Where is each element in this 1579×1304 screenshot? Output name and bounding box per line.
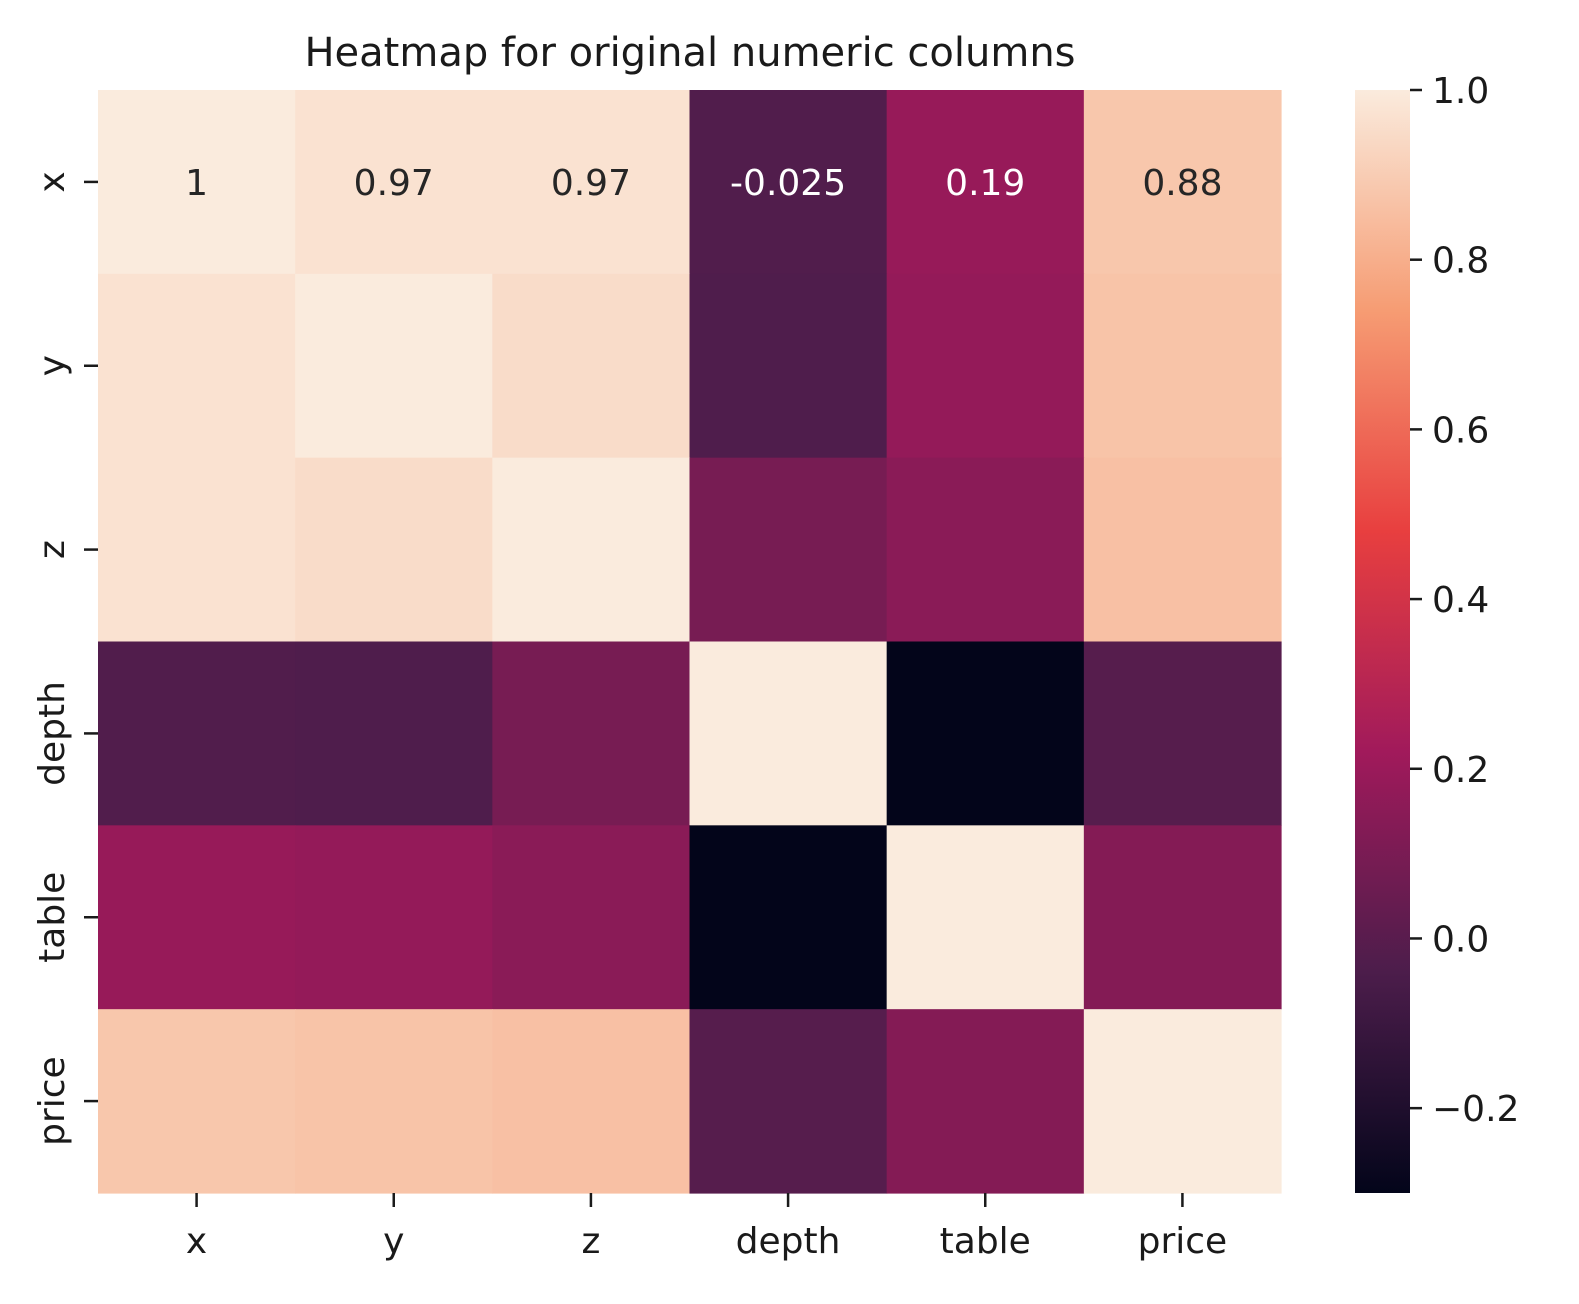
heatmap-cell xyxy=(1083,1009,1282,1194)
heatmap-cell xyxy=(689,641,888,826)
heatmap-cell xyxy=(689,825,888,1010)
heatmap-cell xyxy=(492,1009,691,1194)
heatmap-cell xyxy=(886,90,1085,275)
cell-annotation: 0.97 xyxy=(354,163,434,204)
heatmap-cell xyxy=(1083,641,1282,826)
y-tick-label: depth xyxy=(32,681,73,786)
cell-annotation: 1 xyxy=(185,163,208,204)
heatmap-cells xyxy=(98,90,1282,1194)
heatmap-cell xyxy=(689,1009,888,1194)
x-tick-label: y xyxy=(383,1221,404,1262)
y-tick-label: price xyxy=(32,1056,73,1146)
heatmap-cell xyxy=(689,90,888,275)
heatmap-cell xyxy=(98,825,296,1010)
heatmap-cell xyxy=(689,457,888,643)
x-tick-label: x xyxy=(186,1221,207,1262)
heatmap-cell xyxy=(295,1009,493,1194)
colorbar-tick-label: 1.0 xyxy=(1432,71,1489,112)
colorbar: 1.0 0.8 0.6 0.4 0.2 0.0 −0.2 xyxy=(1355,71,1519,1193)
heatmap-cell xyxy=(1083,90,1282,275)
heatmap-cell xyxy=(295,90,493,275)
heatmap-cell xyxy=(492,90,691,275)
colorbar-tick-label: −0.2 xyxy=(1432,1089,1519,1130)
heatmap-cell xyxy=(98,273,296,459)
cell-annotations: 1 0.97 0.97 -0.025 0.19 0.88 xyxy=(185,163,1222,204)
heatmap-cell xyxy=(295,641,493,826)
y-tick-label: x xyxy=(32,171,73,192)
y-axis: x y z depth table price xyxy=(32,171,98,1146)
heatmap-cell xyxy=(98,641,296,826)
heatmap-cell xyxy=(295,457,493,643)
cell-annotation: -0.025 xyxy=(730,163,846,204)
chart-title: Heatmap for original numeric columns xyxy=(304,30,1075,76)
heatmap-cell xyxy=(689,273,888,459)
cell-annotation: 0.97 xyxy=(551,163,631,204)
x-tick-label: z xyxy=(581,1221,600,1262)
heatmap-cell xyxy=(886,825,1085,1010)
colorbar-tick-label: 0.2 xyxy=(1432,750,1489,791)
colorbar-tick-label: 0.4 xyxy=(1432,580,1489,621)
heatmap-cell xyxy=(492,825,691,1010)
cell-annotation: 0.19 xyxy=(945,163,1025,204)
colorbar-gradient xyxy=(1355,90,1410,1193)
heatmap-cell xyxy=(886,641,1085,826)
heatmap-cell xyxy=(295,825,493,1010)
x-axis: x y z depth table price xyxy=(186,1193,1227,1262)
heatmap-cell xyxy=(1083,457,1282,643)
x-tick-label: table xyxy=(940,1221,1031,1262)
colorbar-tick-label: 0.0 xyxy=(1432,919,1489,960)
heatmap-cell xyxy=(98,1009,296,1194)
heatmap-cell xyxy=(492,273,691,459)
heatmap-cell xyxy=(492,457,691,643)
cell-annotation: 0.88 xyxy=(1142,163,1222,204)
x-tick-label: price xyxy=(1138,1221,1228,1262)
heatmap-cell xyxy=(886,457,1085,643)
x-tick-label: depth xyxy=(736,1221,841,1262)
heatmap-cell xyxy=(886,273,1085,459)
heatmap-cell xyxy=(1083,825,1282,1010)
heatmap-cell xyxy=(492,641,691,826)
colorbar-tick-label: 0.6 xyxy=(1432,410,1489,451)
heatmap-cell xyxy=(1083,273,1282,459)
heatmap-cell xyxy=(98,90,296,275)
heatmap-cell xyxy=(295,273,493,459)
colorbar-tick-label: 0.8 xyxy=(1432,241,1489,282)
heatmap-cell xyxy=(886,1009,1085,1194)
y-tick-label: table xyxy=(32,872,73,963)
heatmap-cell xyxy=(98,457,296,643)
y-tick-label: y xyxy=(32,355,73,376)
y-tick-label: z xyxy=(32,540,73,559)
